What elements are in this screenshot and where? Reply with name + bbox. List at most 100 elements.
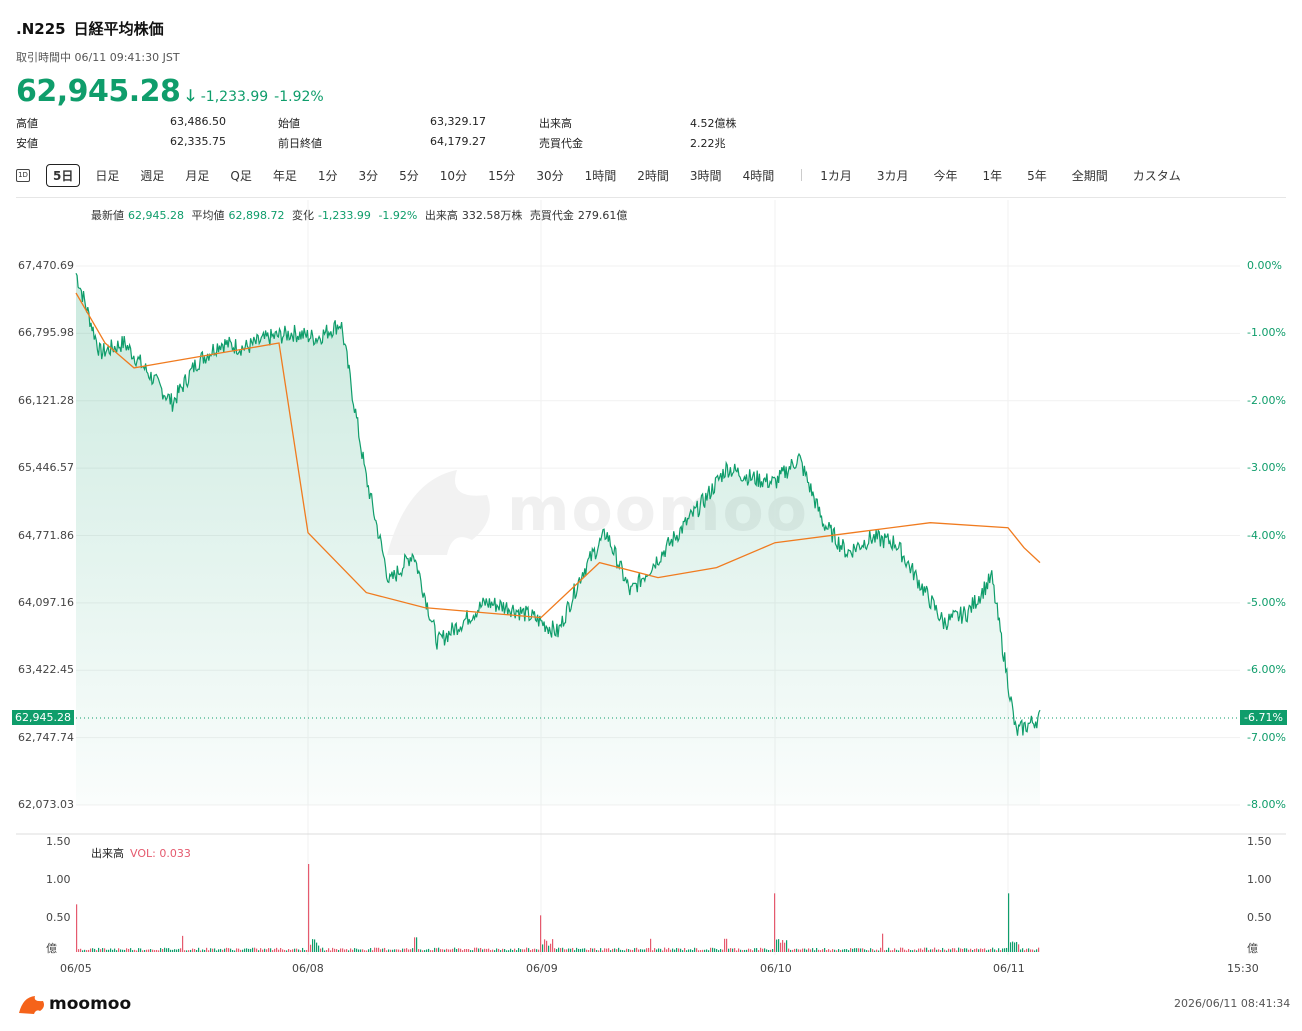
- tab-period-9[interactable]: 10分: [439, 168, 468, 183]
- price-change: -1,233.99: [200, 89, 269, 105]
- volume-bar: [650, 938, 652, 952]
- volume-bar: [676, 947, 678, 952]
- stat-volume-label: 出来高: [539, 117, 572, 130]
- volume-bar: [542, 944, 544, 952]
- volume-bar: [458, 948, 460, 952]
- volume-bar: [894, 948, 896, 952]
- volume-bar: [310, 944, 312, 952]
- tab-period-7[interactable]: 3分: [358, 168, 379, 183]
- volume-bar: [898, 950, 900, 952]
- volume-bar: [402, 948, 404, 952]
- tab-range-6[interactable]: カスタム: [1132, 168, 1181, 183]
- volume-bar: [796, 948, 798, 952]
- volume-bar: [572, 947, 574, 952]
- volume-bar: [662, 950, 664, 952]
- tab-period-3[interactable]: 月足: [185, 168, 210, 183]
- volume-bar: [160, 948, 162, 952]
- volume-bar: [518, 948, 520, 952]
- volume-bar: [698, 950, 700, 952]
- volume-bar: [848, 950, 850, 952]
- volume-bar: [864, 949, 866, 952]
- stat-open-label: 始値: [278, 117, 300, 130]
- volume-bar: [210, 948, 212, 952]
- volume-bar: [102, 948, 104, 952]
- volume-bar: [148, 949, 150, 952]
- volume-bar: [198, 947, 200, 952]
- current-pct-tag: -6.71%: [1240, 710, 1287, 725]
- stat-prevclose-label: 前日終値: [278, 137, 322, 150]
- volume-bar: [80, 948, 82, 952]
- volume-bar: [776, 939, 778, 952]
- volume-bar: [654, 948, 656, 952]
- tab-period-12[interactable]: 1時間: [584, 168, 617, 183]
- chart-type-icon[interactable]: 1D: [16, 168, 30, 182]
- volume-bar: [840, 950, 842, 952]
- volume-bar: [656, 949, 658, 952]
- volume-bar: [218, 949, 220, 952]
- volume-bar: [464, 949, 466, 952]
- tab-range-3[interactable]: 1年: [982, 168, 1003, 183]
- tab-range-5[interactable]: 全期間: [1071, 168, 1108, 183]
- volume-bar: [1032, 949, 1034, 952]
- volume-bar: [582, 948, 584, 952]
- volume-bar: [754, 948, 756, 952]
- volume-bar: [652, 950, 654, 952]
- volume-bar: [364, 950, 366, 952]
- tab-period-13[interactable]: 2時間: [637, 168, 669, 183]
- volume-bar: [872, 949, 874, 952]
- volume-bar: [256, 948, 258, 952]
- volume-bar: [418, 949, 420, 952]
- tab-range-4[interactable]: 5年: [1027, 168, 1047, 183]
- pct-axis-label: -2.00%: [1247, 393, 1286, 407]
- tab-range-1[interactable]: 3カ月: [876, 168, 909, 183]
- tab-period-15[interactable]: 4時間: [742, 168, 775, 183]
- volume-bar: [508, 950, 510, 952]
- tab-range-0[interactable]: 1カ月: [820, 168, 852, 183]
- volume-bar: [474, 947, 476, 952]
- volume-bar: [200, 950, 202, 952]
- tab-period-2[interactable]: 週足: [140, 168, 165, 183]
- tab-period-10[interactable]: 15分: [488, 168, 516, 183]
- volume-bar: [82, 950, 84, 952]
- volume-bar: [152, 949, 154, 952]
- volume-bar: [860, 948, 862, 952]
- volume-axis-label: 1.50: [1247, 835, 1272, 848]
- volume-bar: [156, 949, 158, 952]
- volume-bar: [874, 950, 876, 952]
- tab-period-14[interactable]: 3時間: [689, 168, 722, 183]
- tab-period-11[interactable]: 30分: [536, 168, 564, 183]
- volume-bar: [538, 949, 540, 952]
- volume-bar: [562, 947, 564, 952]
- volume-bar: [792, 949, 794, 952]
- price-axis-label: 62,073.03: [18, 798, 74, 811]
- legend-latest-value: 62,945.28: [128, 209, 184, 222]
- volume-bar: [930, 949, 932, 952]
- tab-period-0[interactable]: 5日: [46, 163, 81, 187]
- volume-bar: [896, 949, 898, 952]
- tab-period-5[interactable]: 年足: [272, 168, 297, 183]
- volume-bar: [722, 949, 724, 952]
- volume-bar: [396, 949, 398, 952]
- volume-bar: [636, 947, 638, 952]
- volume-bar: [1002, 948, 1004, 952]
- volume-bar: [296, 948, 298, 952]
- tab-period-8[interactable]: 5分: [399, 168, 419, 183]
- tab-range-2[interactable]: 今年: [933, 168, 958, 183]
- volume-bar: [768, 949, 770, 952]
- volume-bar: [938, 949, 940, 952]
- legend-avg-value: 62,898.72: [228, 209, 285, 222]
- volume-bar: [122, 949, 124, 952]
- volume-bar: [824, 948, 826, 952]
- volume-bar: [1004, 948, 1006, 952]
- volume-bar: [272, 950, 274, 952]
- volume-bar: [378, 947, 380, 952]
- volume-bar: [380, 949, 382, 952]
- tab-period-6[interactable]: 1分: [317, 168, 338, 183]
- volume-bar: [1014, 942, 1016, 952]
- volume-bar: [966, 948, 968, 952]
- tab-period-4[interactable]: Q足: [230, 168, 252, 183]
- volume-bar: [112, 949, 114, 952]
- tab-period-1[interactable]: 日足: [95, 168, 120, 183]
- volume-bar: [696, 948, 698, 952]
